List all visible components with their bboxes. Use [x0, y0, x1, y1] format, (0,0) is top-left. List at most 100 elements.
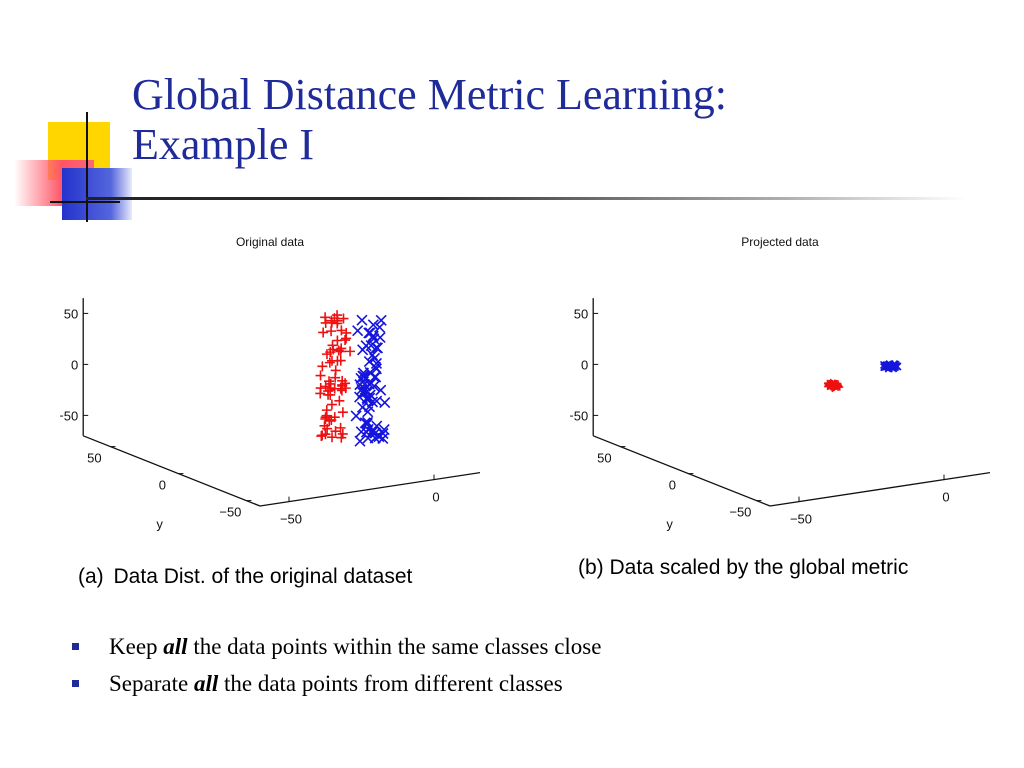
data-point-x [350, 410, 362, 422]
y-axis-label: y [156, 516, 163, 531]
data-point-plus [832, 382, 840, 390]
data-point-x [375, 314, 387, 326]
caption-b: (b) Data scaled by the global metric [578, 556, 909, 579]
data-point-plus [330, 365, 341, 376]
data-point-plus [324, 376, 335, 387]
y-tick-label: 0 [159, 478, 166, 493]
data-point-plus [335, 355, 346, 366]
x-axis-line [259, 471, 480, 507]
data-point-x [374, 321, 386, 333]
bullet-text-pre: Separate [109, 671, 194, 696]
title-line-1: Global Distance Metric Learning: [132, 70, 728, 119]
data-point-plus [341, 333, 352, 344]
bullet-item: Keep all the data points within the same… [72, 628, 601, 665]
x-tick-label: 0 [942, 490, 949, 505]
bullet-text-post: the data points within the same classes … [187, 634, 602, 659]
data-point-plus [316, 431, 327, 442]
data-point-plus [824, 382, 832, 390]
data-point-plus [322, 423, 333, 434]
z-tick-label: −50 [60, 408, 78, 423]
z-tick-label: 50 [64, 306, 78, 321]
data-point-plus [333, 345, 344, 356]
data-point-plus [315, 370, 326, 381]
data-point-plus [330, 426, 341, 437]
data-point-plus [321, 410, 332, 421]
data-point-plus [317, 361, 328, 372]
bullet-text-emphasis: all [163, 634, 188, 659]
slide-title: Global Distance Metric Learning: Example… [132, 70, 992, 170]
bullet-text-post: the data points from different classes [218, 671, 563, 696]
y-axis-label: y [666, 516, 673, 531]
data-point-plus [336, 325, 347, 336]
deco-blue-square [62, 168, 132, 220]
data-point-x [378, 424, 390, 436]
x-axis-line [769, 471, 990, 507]
data-point-x [355, 426, 367, 438]
data-point-x [379, 397, 391, 409]
data-point-x [368, 380, 380, 392]
bullet-text-pre: Keep [109, 634, 164, 659]
data-point-x [364, 366, 376, 379]
caption-a-text: Data Dist. of the original dataset [113, 565, 413, 588]
bullet-list: Keep all the data points within the same… [72, 628, 601, 702]
y-axis-line [82, 435, 261, 507]
data-point-plus [321, 349, 332, 360]
data-point-plus [320, 381, 331, 392]
data-point-plus [324, 357, 335, 368]
data-point-plus [323, 389, 334, 400]
data-point-x [883, 360, 893, 370]
data-point-x [358, 370, 370, 383]
title-underline [86, 197, 966, 200]
y-axis-line [592, 435, 771, 507]
data-point-x [352, 325, 364, 337]
data-point-plus [338, 313, 349, 324]
data-point-plus [315, 383, 326, 394]
data-point-plus [320, 412, 331, 423]
data-point-x [354, 435, 366, 447]
data-point-plus [327, 340, 338, 351]
data-point-x [370, 363, 382, 375]
data-point-x [365, 339, 377, 352]
data-point-plus [326, 315, 337, 326]
data-point-plus [326, 399, 337, 410]
data-point-plus [336, 385, 347, 396]
deco-vertical-line [86, 112, 88, 222]
chart-title: Original data [236, 235, 304, 249]
data-point-plus [332, 335, 343, 346]
z-tick-label: −50 [570, 408, 588, 423]
data-point-plus [318, 327, 329, 338]
chart-title: Projected data [741, 235, 819, 249]
y-tick-label: −50 [729, 505, 751, 520]
data-point-plus [337, 428, 348, 439]
data-point-x [361, 392, 373, 404]
bullet-square-icon [72, 680, 79, 687]
data-point-x [375, 384, 387, 396]
data-point-plus [335, 422, 346, 433]
bullet-square-icon [72, 643, 79, 650]
y-tick-label: 50 [87, 451, 101, 466]
x-tick-label: 0 [432, 490, 439, 505]
data-point-x [357, 344, 369, 356]
data-point-x [367, 319, 379, 331]
data-point-x [370, 357, 383, 369]
x-tick-label: −50 [790, 512, 812, 527]
data-point-x [371, 342, 384, 354]
x-tick-label: −50 [280, 512, 302, 527]
data-point-plus [327, 432, 338, 443]
z-tick-label: 0 [71, 357, 78, 372]
data-point-x [369, 432, 381, 444]
z-tick-label: 50 [574, 306, 588, 321]
data-point-x [354, 379, 366, 391]
bullet-item: Separate all the data points from differ… [72, 665, 601, 702]
data-point-x [368, 333, 380, 345]
title-line-2: Example I [132, 120, 315, 169]
deco-horizontal-line [50, 201, 120, 203]
data-point-x [364, 392, 376, 404]
data-point-plus [334, 395, 345, 406]
data-point-plus [335, 346, 346, 357]
caption-a-label: (a) [78, 565, 104, 588]
